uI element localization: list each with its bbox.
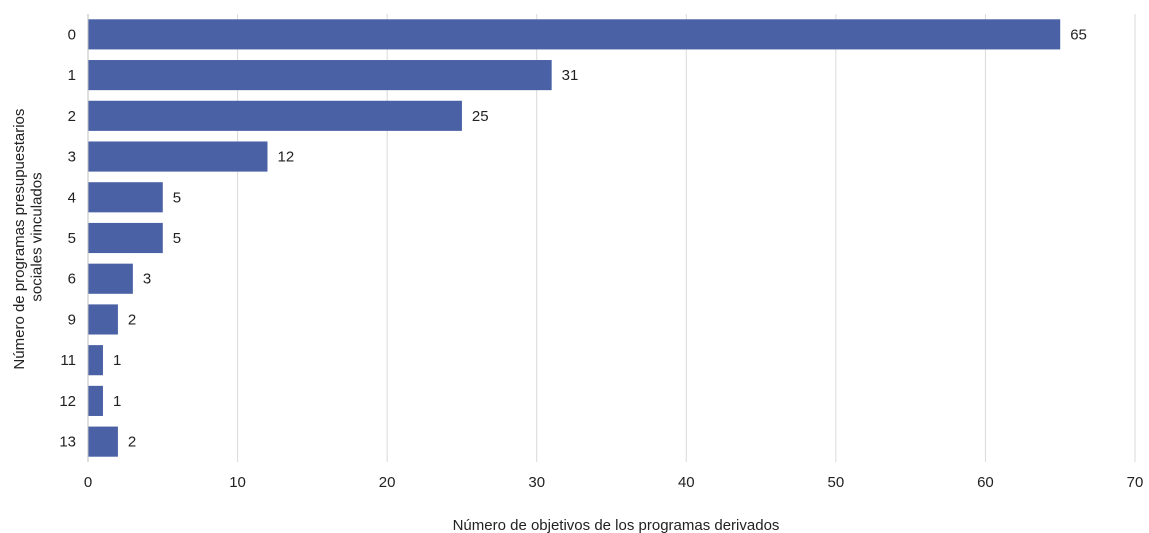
x-tick-label: 0 <box>84 474 92 491</box>
data-label: 31 <box>562 67 579 84</box>
y-tick-label: 1 <box>68 67 76 84</box>
data-label: 2 <box>128 434 136 451</box>
x-tick-label: 50 <box>828 474 845 491</box>
y-tick-label: 9 <box>68 311 76 328</box>
bar <box>88 304 118 335</box>
data-label: 2 <box>128 311 136 328</box>
data-label: 25 <box>472 108 489 125</box>
y-axis-title-line-1: Número de programas presupuestarios <box>11 109 28 370</box>
y-tick-label: 3 <box>68 149 76 166</box>
bar <box>88 141 268 172</box>
y-tick-label: 6 <box>68 271 76 288</box>
y-tick-label: 4 <box>68 189 76 206</box>
x-tick-label: 70 <box>1127 474 1144 491</box>
y-tick-label: 11 <box>60 352 76 369</box>
x-tick-label: 10 <box>229 474 246 491</box>
data-label: 5 <box>173 230 181 247</box>
bar <box>88 385 103 416</box>
y-axis-title-line-2: sociales vinculados <box>28 172 45 301</box>
data-label: 3 <box>143 271 151 288</box>
y-tick-label: 5 <box>68 230 76 247</box>
bar <box>88 100 462 131</box>
y-axis-title: Número de programas presupuestarios soci… <box>11 104 45 369</box>
bar <box>88 263 133 294</box>
bar <box>88 60 552 91</box>
data-label: 12 <box>277 149 294 166</box>
bars <box>88 19 1061 457</box>
bar <box>88 345 103 376</box>
bar <box>88 19 1061 50</box>
y-tick-label: 12 <box>59 393 76 410</box>
y-tick-label: 13 <box>59 434 76 451</box>
bar <box>88 182 163 213</box>
x-tick-label: 30 <box>528 474 545 491</box>
data-label: 1 <box>113 393 121 410</box>
x-tick-label: 40 <box>678 474 695 491</box>
x-tick-label: 20 <box>379 474 396 491</box>
x-axis-title: Número de objetivos de los programas der… <box>453 517 780 533</box>
data-label: 5 <box>173 189 181 206</box>
y-tick-label: 2 <box>68 108 76 125</box>
y-tick-label: 0 <box>68 26 76 43</box>
bar <box>88 426 118 457</box>
x-tick-labels: 0 10 20 30 40 50 60 70 <box>84 474 1144 491</box>
data-label: 65 <box>1070 26 1087 43</box>
bar <box>88 222 163 254</box>
data-label: 1 <box>113 352 121 369</box>
x-tick-label: 60 <box>977 474 994 491</box>
